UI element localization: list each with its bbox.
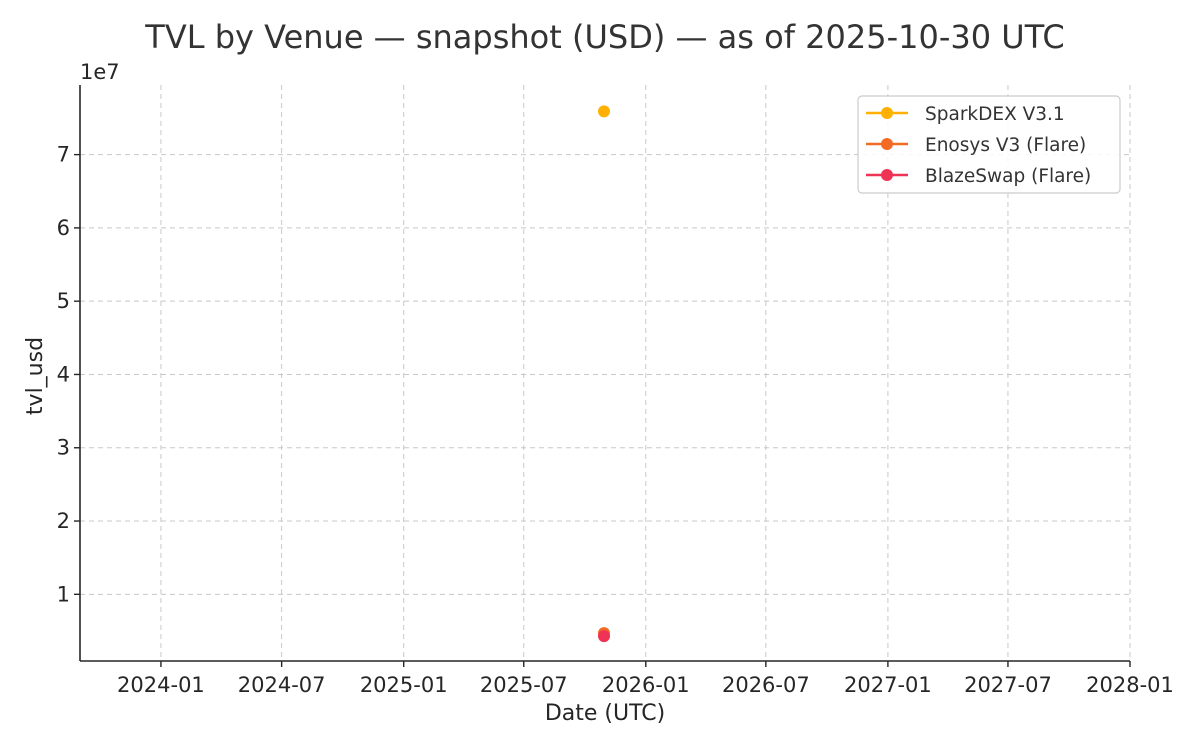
y-tick-label: 6 [57, 216, 70, 240]
legend: SparkDEX V3.1 Enosys V3 (Flare) BlazeSwap … [857, 95, 1121, 194]
y-axis-label: tvl_usd [23, 337, 48, 415]
x-tick-label: 2027-01 [844, 673, 932, 697]
chart-title: TVL by Venue — snapshot (USD) — as of 20… [144, 18, 1064, 56]
legend-box [857, 95, 1121, 194]
axes [79, 85, 1130, 662]
ticks: 2024-01 2024-07 2025-01 2025-07 2026-01 2026-… [57, 143, 1174, 697]
x-tick-label: 2027-07 [964, 673, 1052, 697]
x-axis-label: Date (UTC) [545, 701, 665, 726]
data-points [598, 105, 611, 643]
data-point [598, 105, 611, 118]
legend-marker [881, 107, 893, 119]
y-tick-label: 4 [57, 362, 70, 386]
y-tick-label: 1 [57, 582, 70, 606]
y-tick-label: 3 [57, 436, 70, 460]
x-tick-label: 2025-07 [480, 673, 568, 697]
legend-label: BlazeSwap (Flare) [925, 166, 1091, 187]
legend-label: SparkDEX V3.1 [925, 104, 1065, 125]
x-tick-label: 2026-07 [722, 673, 810, 697]
x-tick-label: 2028-01 [1086, 673, 1174, 697]
data-point [598, 630, 611, 643]
y-tick-label: 5 [57, 289, 70, 313]
y-tick-label: 7 [57, 143, 70, 167]
y-tick-label: 2 [57, 509, 70, 533]
x-tick-label: 2025-01 [360, 673, 448, 697]
legend-label: Enosys V3 (Flare) [925, 135, 1086, 156]
legend-marker [881, 138, 893, 150]
x-tick-label: 2024-07 [238, 673, 326, 697]
y-offset-label: 1e7 [80, 60, 120, 84]
x-tick-label: 2026-01 [602, 673, 690, 697]
x-tick-label: 2024-01 [117, 673, 205, 697]
legend-marker [881, 169, 893, 181]
